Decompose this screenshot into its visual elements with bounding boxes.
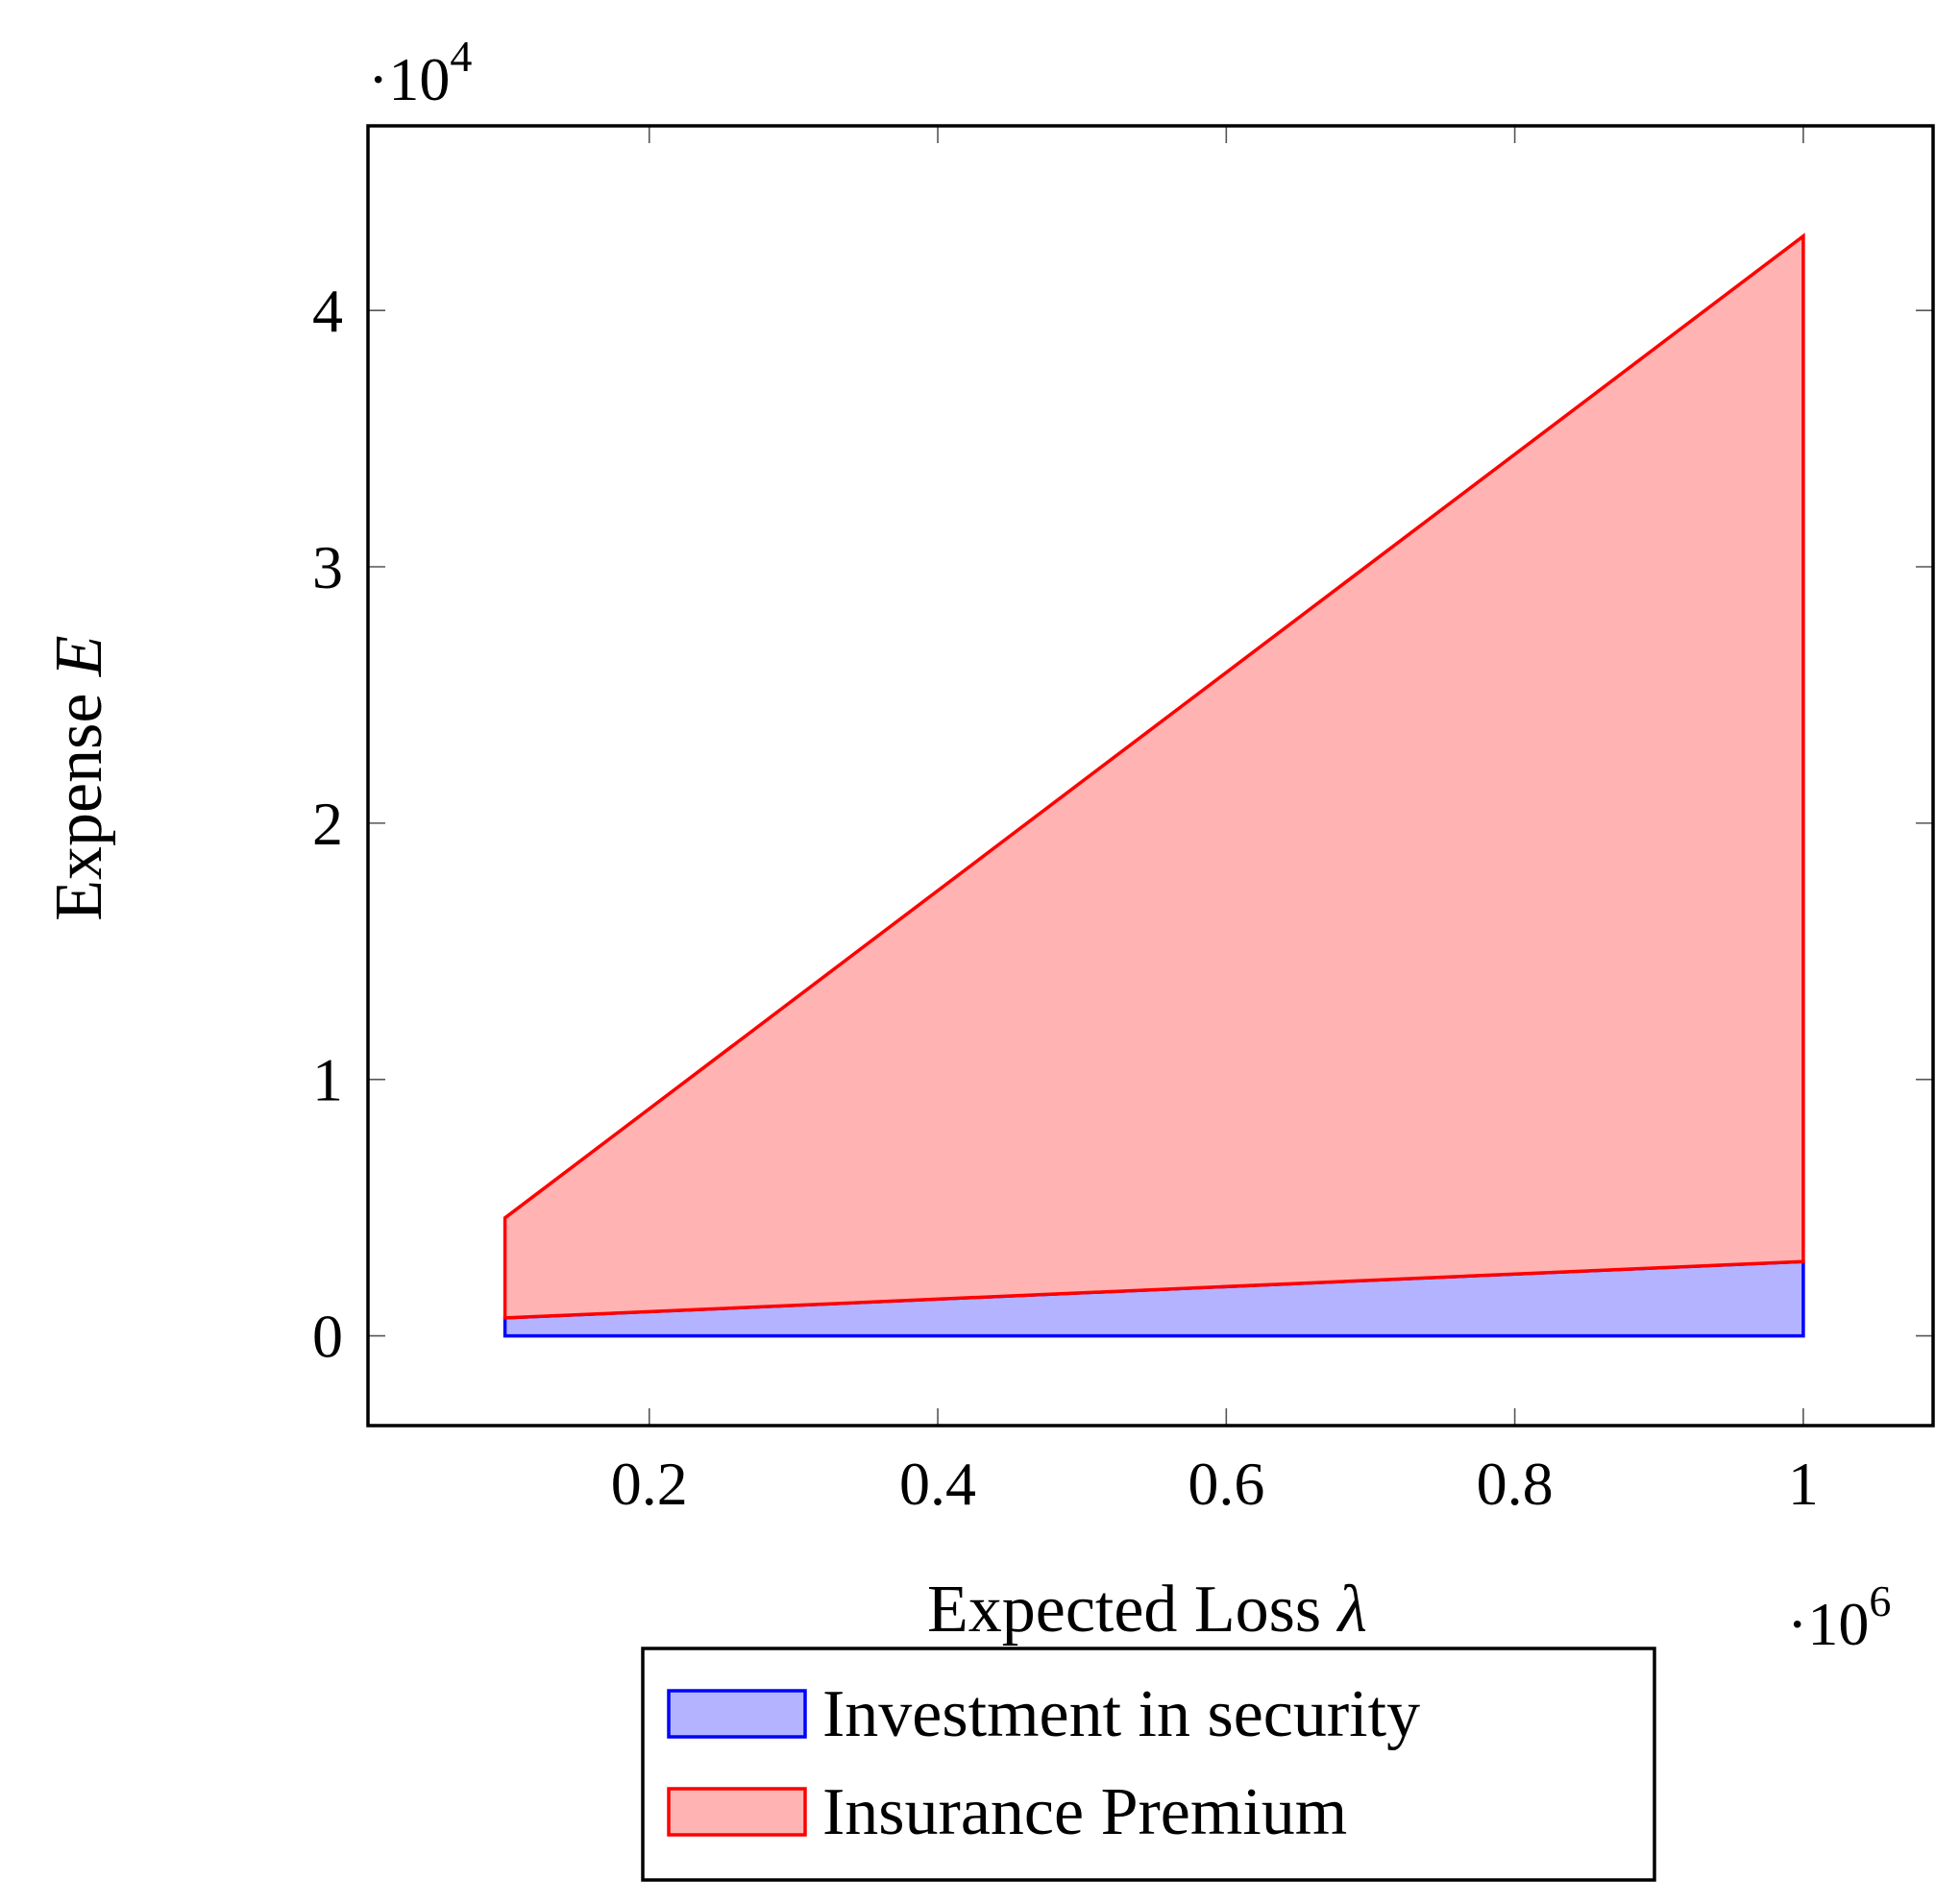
y-multiplier: ·104 [368, 32, 472, 113]
x-tick-label: 0.2 [611, 1450, 688, 1518]
tick-marks [368, 126, 1933, 1426]
legend: Investment in security Insurance Premium [641, 1647, 1656, 1882]
legend-label-insurance: Insurance Premium [822, 1775, 1347, 1849]
y-tick-label: 1 [312, 1046, 343, 1114]
y-axis-label: Expense E [42, 635, 116, 920]
area-series-insurance [502, 232, 1805, 1320]
legend-swatch-investment [667, 1689, 807, 1739]
y-tick-label: 0 [312, 1303, 343, 1371]
x-tick-label: 0.8 [1477, 1450, 1554, 1518]
x-multiplier: ·106 [1787, 1576, 1891, 1658]
legend-swatch-insurance [667, 1787, 807, 1837]
x-axis-label: Expected Loss λ [927, 1573, 1367, 1647]
x-tick-label: 1 [1788, 1450, 1819, 1518]
x-tick-label: 0.6 [1188, 1450, 1264, 1518]
area-series [502, 232, 1805, 1338]
tick-labels: 0.2 0.4 0.6 0.8 1 0 1 2 3 4 [312, 277, 1819, 1518]
legend-label-investment: Investment in security [822, 1677, 1420, 1751]
y-tick-label: 2 [312, 790, 343, 858]
legend-box [641, 1647, 1656, 1882]
y-tick-label: 4 [312, 277, 343, 345]
x-tick-label: 0.4 [899, 1450, 976, 1518]
y-tick-label: 3 [312, 533, 343, 601]
plot-frame [366, 124, 1935, 1428]
